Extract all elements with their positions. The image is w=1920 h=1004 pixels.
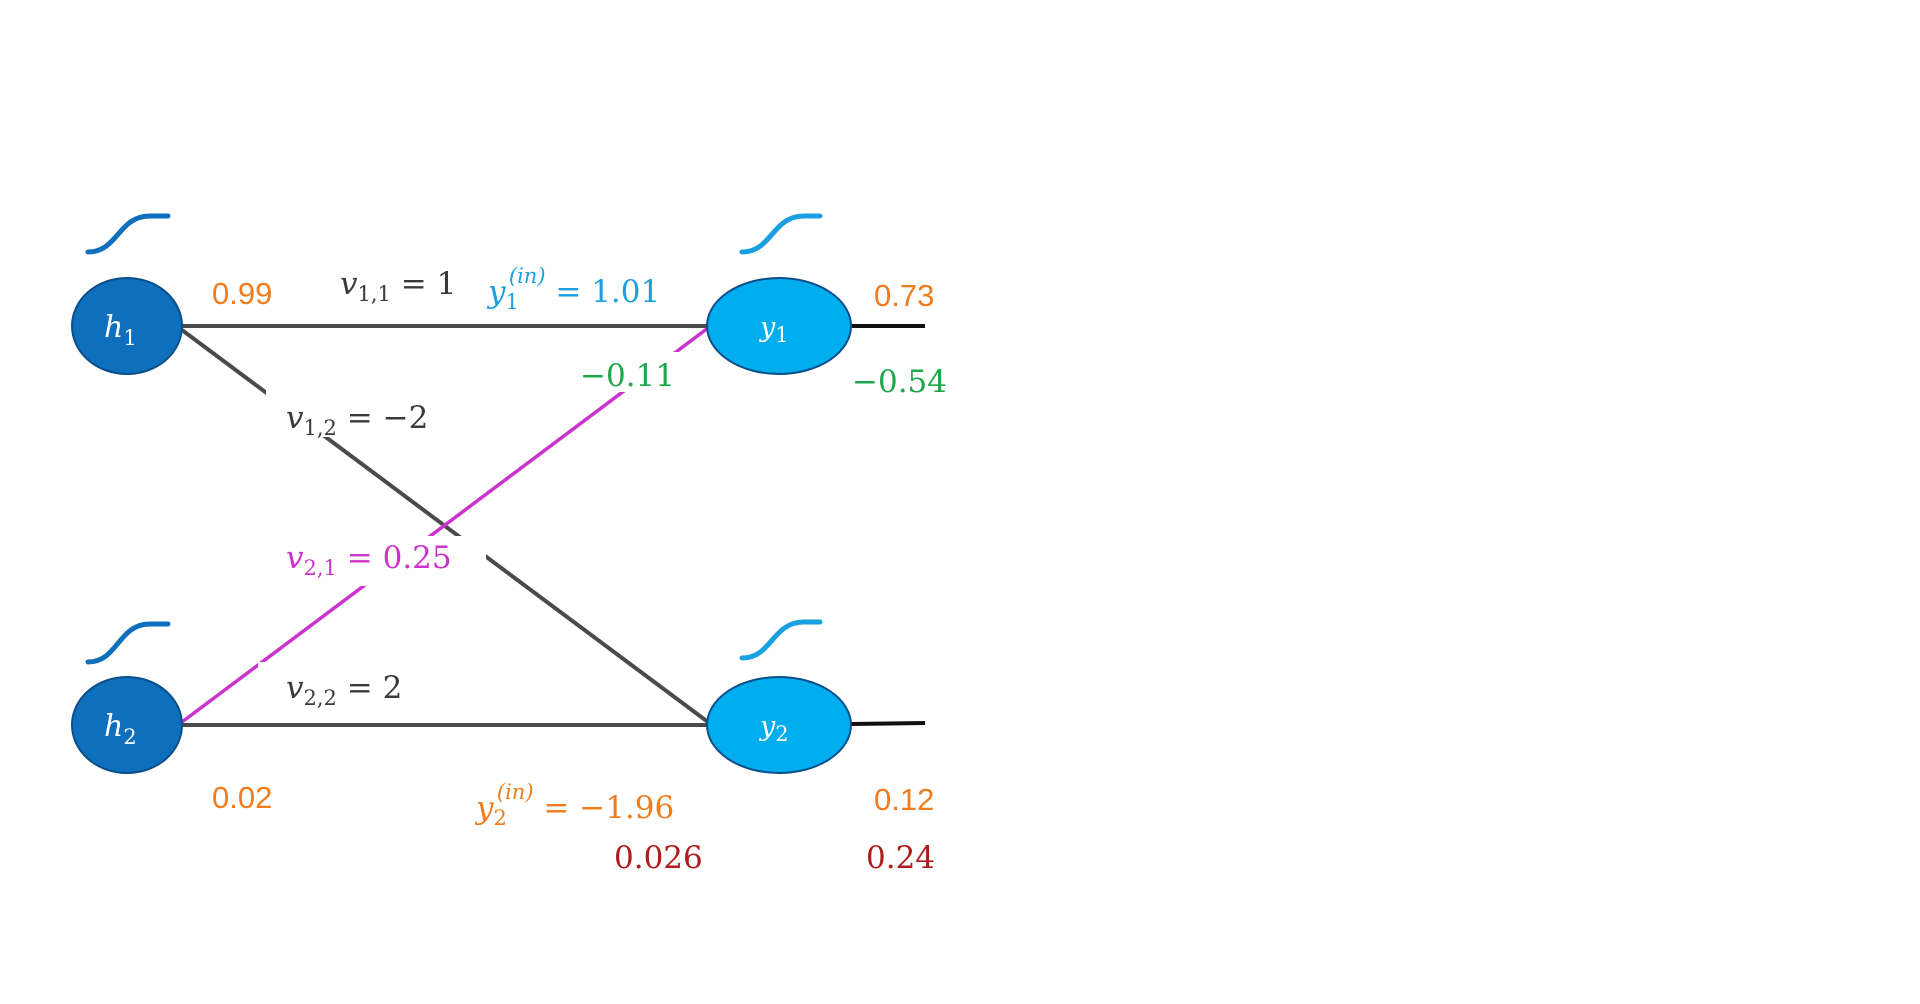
- value-y2-out: 0.12: [874, 782, 934, 817]
- node-y2-name: y: [759, 711, 776, 742]
- node-y2-sub: 2: [775, 722, 788, 746]
- node-y1-sub: 1: [775, 323, 788, 347]
- node-y1-name: y: [759, 312, 776, 343]
- input-y2: y2(in) = −1.96: [474, 780, 674, 830]
- value-h1-out: 0.99: [212, 276, 272, 311]
- node-h1-name: h: [104, 310, 123, 345]
- weight-v12: v1,2 = −2: [286, 400, 428, 440]
- label-mask-v21: [262, 536, 486, 586]
- sigmoid-icon-h2: [85, 621, 171, 665]
- sigmoid-icon-h1: [85, 213, 171, 255]
- node-h2-name: h: [104, 709, 123, 744]
- weight-v11: v1,1 = 1: [340, 266, 456, 306]
- node-h1: h1: [71, 277, 183, 375]
- node-y2: y2: [706, 676, 852, 774]
- label-mask-v12: [266, 385, 452, 437]
- label-mask-v22: [258, 662, 438, 710]
- value-grad-y2: 0.24: [866, 840, 935, 876]
- sigmoid-icon-y2: [739, 619, 823, 661]
- node-h1-sub: 1: [123, 326, 136, 350]
- node-h2-sub: 2: [123, 725, 136, 749]
- weight-v22: v2,2 = 2: [286, 670, 402, 710]
- value-y1-out: 0.73: [874, 278, 934, 313]
- edge-h2-y1: [180, 326, 710, 724]
- node-h2: h2: [71, 676, 183, 774]
- value-grad-y2-in: 0.026: [614, 840, 703, 876]
- value-grad-y1-in: −0.11: [580, 358, 675, 394]
- node-y1: y1: [706, 277, 852, 375]
- sigmoid-icon-y1: [739, 213, 823, 255]
- label-mask-grad-y1-in: [574, 352, 684, 392]
- svg-text:h2: h2: [104, 709, 137, 749]
- svg-text:y1: y1: [759, 312, 789, 347]
- input-y1: y1(in) = 1.01: [486, 264, 660, 314]
- svg-text:h1: h1: [104, 310, 137, 350]
- output-line-y2: [849, 721, 926, 726]
- weight-v21: v2,1 = 0.25: [286, 540, 452, 580]
- value-grad-y1: −0.54: [852, 364, 947, 400]
- value-h2-out: 0.02: [212, 780, 272, 815]
- svg-text:y2: y2: [759, 711, 789, 746]
